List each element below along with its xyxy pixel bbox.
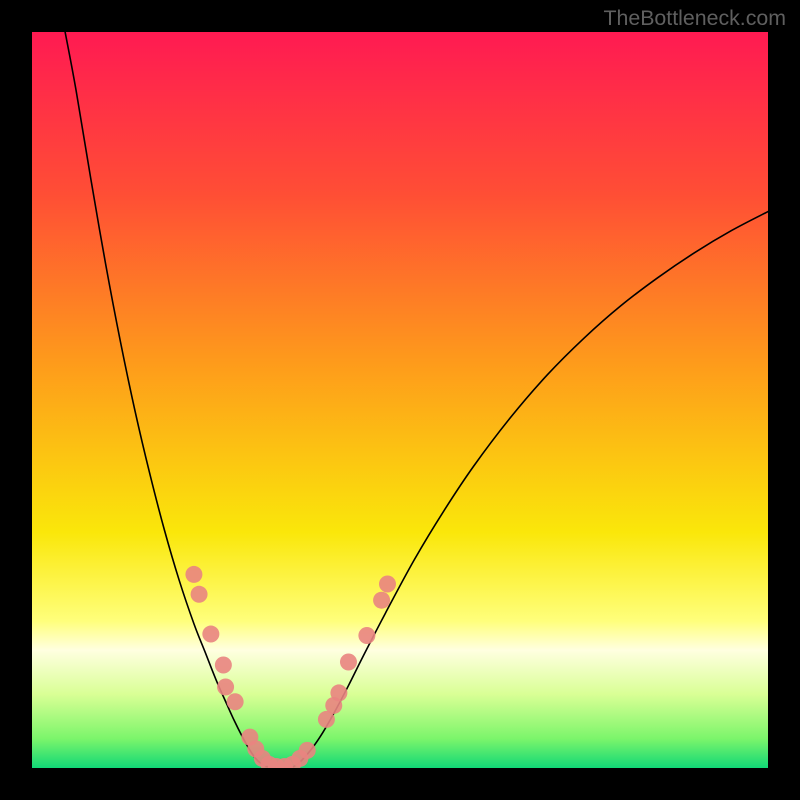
data-marker	[379, 576, 396, 593]
data-marker	[340, 654, 357, 671]
chart-frame: TheBottleneck.com	[0, 0, 800, 800]
data-marker	[215, 656, 232, 673]
data-marker	[299, 742, 316, 759]
attribution-label: TheBottleneck.com	[603, 6, 786, 31]
left-branch-curve	[65, 32, 266, 767]
plot-svg-layer	[32, 32, 768, 768]
data-marker	[217, 679, 234, 696]
data-marker	[191, 586, 208, 603]
data-marker	[185, 566, 202, 583]
data-marker	[373, 592, 390, 609]
curve-group	[65, 32, 768, 768]
markers-group	[185, 566, 396, 768]
plot-area	[32, 32, 768, 768]
data-marker	[358, 627, 375, 644]
data-marker	[330, 684, 347, 701]
data-marker	[227, 693, 244, 710]
data-marker	[202, 626, 219, 643]
right-branch-curve	[294, 212, 768, 767]
